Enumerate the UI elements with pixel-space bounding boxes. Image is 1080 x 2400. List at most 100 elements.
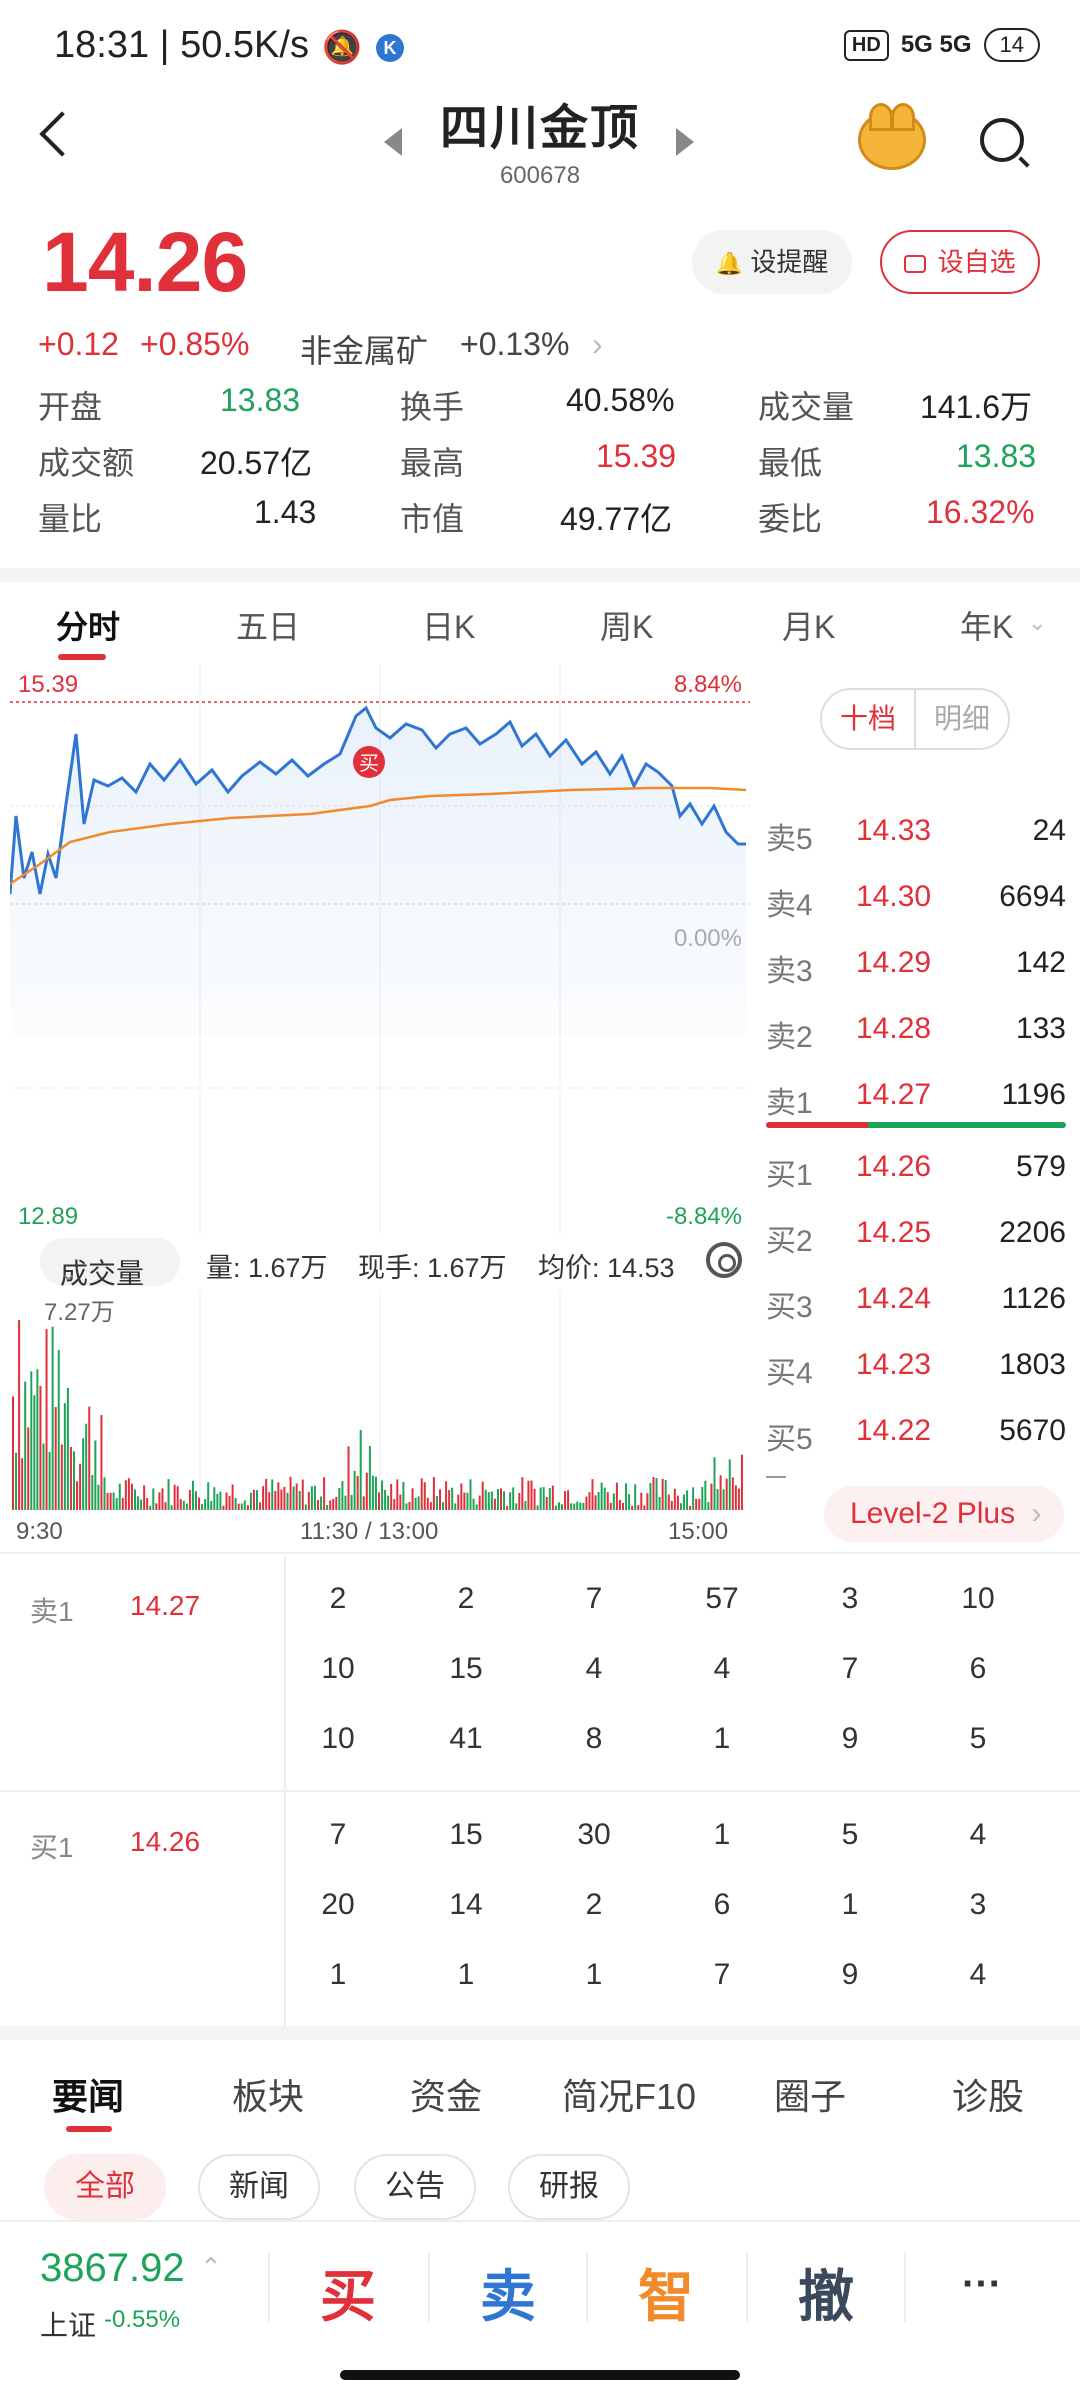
- tick-cell: 1: [329, 1958, 347, 1991]
- volume-bar: [115, 1498, 118, 1510]
- volume-bar: [51, 1326, 54, 1510]
- stats-row: 成交额 20.57亿 最高 15.39 最低 13.83: [0, 438, 1080, 494]
- chip-news[interactable]: 新闻: [198, 2154, 320, 2220]
- volume-bar: [152, 1488, 155, 1510]
- set-alert-label: 设提醒: [750, 247, 829, 277]
- tab-sectors[interactable]: 板块: [232, 2076, 305, 2117]
- tab-underline: [58, 654, 106, 660]
- volume-bar: [570, 1503, 573, 1510]
- volume-bar: [381, 1480, 384, 1510]
- volume-bar: [588, 1492, 591, 1510]
- volume-bar: [222, 1505, 225, 1510]
- ask-level-row[interactable]: 卖1 14.27 1196: [766, 1064, 1066, 1124]
- bid-level-row[interactable]: 买1 14.26 579: [766, 1136, 1066, 1196]
- tab-ten-levels[interactable]: 十档: [822, 690, 916, 748]
- bid-level-row[interactable]: 买2 14.25 2206: [766, 1202, 1066, 1262]
- tab-five-day[interactable]: 五日: [236, 609, 301, 645]
- volume-bar: [518, 1493, 521, 1510]
- set-alert-button[interactable]: 🔔 设提醒: [692, 230, 852, 294]
- tab-f10[interactable]: 简况F10: [562, 2076, 697, 2117]
- tab-circle[interactable]: 圈子: [774, 2076, 847, 2117]
- stat-label: 最低: [758, 445, 823, 481]
- tab-yearly-k[interactable]: 年K: [960, 609, 1014, 645]
- volume-bar: [188, 1489, 191, 1510]
- intraday-chart[interactable]: 15.39 8.84% 0.00% 12.89 -8.84% 买: [10, 664, 750, 1234]
- volume-bar: [262, 1486, 265, 1510]
- volume-bar: [228, 1495, 231, 1510]
- prev-stock-icon[interactable]: [384, 128, 402, 156]
- next-stock-icon[interactable]: [676, 128, 694, 156]
- volume-bar: [554, 1505, 557, 1510]
- tick-cell: 10: [321, 1722, 355, 1755]
- stat-label: 最高: [400, 445, 465, 481]
- more-icon[interactable]: ···: [962, 2262, 1002, 2306]
- volume-bar: [103, 1477, 106, 1510]
- tab-weekly-k[interactable]: 周K: [600, 609, 654, 645]
- chip-research[interactable]: 研报: [508, 2154, 630, 2220]
- tick-cell: 7: [841, 1652, 859, 1685]
- tab-details[interactable]: 明细: [933, 703, 990, 734]
- smart-button[interactable]: 智: [638, 2265, 694, 2328]
- chevron-down-icon[interactable]: ⌄: [1028, 610, 1047, 635]
- chevron-up-icon[interactable]: ⌃: [200, 2252, 222, 2282]
- status-bar: 18:31 | 50.5K/s 🔕 K HD 5G 5G 14: [0, 0, 1080, 80]
- bid-level-row[interactable]: 买4 14.23 1803: [766, 1334, 1066, 1394]
- separator: [428, 2252, 430, 2322]
- mute-icon: 🔕: [322, 29, 362, 65]
- index-value[interactable]: 3867.92: [40, 2246, 185, 2290]
- volume-bar: [33, 1395, 36, 1510]
- buy-button[interactable]: 买: [320, 2265, 376, 2328]
- volume-bar: [320, 1496, 323, 1510]
- chip-announcements[interactable]: 公告: [354, 2154, 476, 2220]
- cancel-order-button[interactable]: 撤: [798, 2265, 854, 2328]
- favorite-icon: [904, 255, 927, 274]
- ask-level-row[interactable]: 卖4 14.30 6694: [766, 866, 1066, 926]
- volume-bar: [490, 1491, 493, 1510]
- tick-cell: 1: [713, 1818, 731, 1851]
- volume-selector[interactable]: 成交量 ⌄: [40, 1238, 180, 1289]
- sell-button[interactable]: 卖: [480, 2265, 536, 2328]
- volume-bar: [432, 1477, 435, 1510]
- level2-plus-button[interactable]: Level-2 Plus ›: [824, 1486, 1064, 1542]
- chevron-right-icon[interactable]: ›: [592, 326, 603, 362]
- sector-change-pct[interactable]: +0.13%: [460, 326, 570, 362]
- tick-cell: 14: [449, 1888, 483, 1921]
- volume-bar: [85, 1423, 88, 1510]
- volume-bar: [536, 1505, 539, 1510]
- tab-funds[interactable]: 资金: [410, 2076, 483, 2117]
- bid-level-row[interactable]: 买5 14.22 5670: [766, 1400, 1066, 1460]
- ask-level-row[interactable]: 卖2 14.28 133: [766, 998, 1066, 1058]
- sector-name[interactable]: 非金属矿: [300, 333, 429, 369]
- volume-bar: [573, 1503, 576, 1510]
- volume-bar: [191, 1480, 194, 1510]
- stats-row: 开盘 13.83 换手 40.58% 成交量 141.6万: [0, 382, 1080, 438]
- volume-bar: [698, 1498, 701, 1510]
- tab-intraday[interactable]: 分时: [56, 609, 121, 645]
- volume-bar: [713, 1457, 716, 1510]
- add-favorite-button[interactable]: 设自选: [880, 230, 1040, 294]
- volume-bar: [521, 1477, 524, 1510]
- section-divider: [0, 2026, 1080, 2040]
- volume-bar: [94, 1440, 97, 1510]
- search-icon[interactable]: [980, 118, 1024, 162]
- volume-bar: [256, 1490, 258, 1510]
- volume-bar: [304, 1504, 307, 1510]
- volume-bar: [475, 1504, 478, 1510]
- tab-headlines[interactable]: 要闻: [52, 2076, 125, 2117]
- bid-level-row[interactable]: 买3 14.24 1126: [766, 1268, 1066, 1328]
- ask-level-row[interactable]: 卖3 14.29 142: [766, 932, 1066, 992]
- tab-daily-k[interactable]: 日K: [422, 609, 476, 645]
- tab-diagnosis[interactable]: 诊股: [952, 2076, 1025, 2117]
- volume-bar: [353, 1470, 356, 1510]
- volume-bar: [378, 1492, 380, 1510]
- chip-all[interactable]: 全部: [44, 2154, 166, 2220]
- volume-bar: [347, 1446, 350, 1510]
- tab-monthly-k[interactable]: 月K: [782, 609, 836, 645]
- mascot-icon[interactable]: [858, 103, 926, 170]
- ask-level-row[interactable]: 卖5 14.33 24: [766, 800, 1066, 860]
- tick-cell: 30: [577, 1818, 611, 1851]
- buy-marker[interactable]: [353, 746, 385, 778]
- volume-bar: [179, 1499, 182, 1510]
- volume-bar: [664, 1479, 667, 1510]
- settings-gear-icon[interactable]: [706, 1242, 742, 1278]
